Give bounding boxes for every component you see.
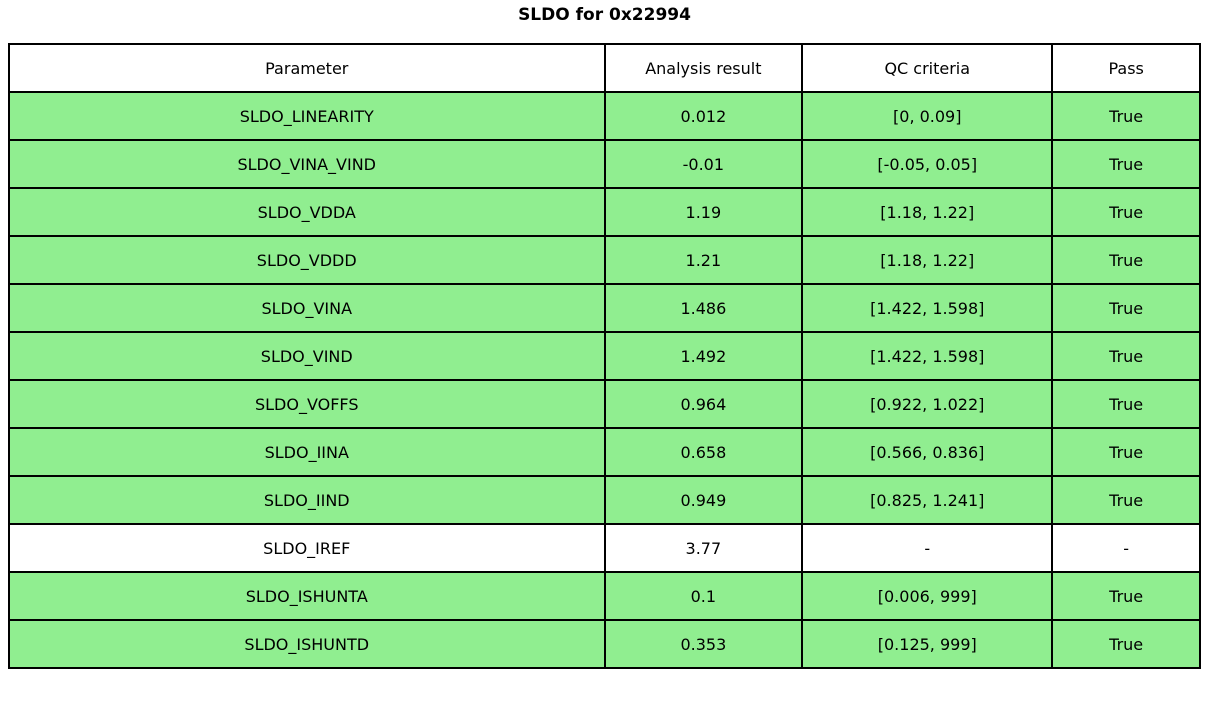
cell-pass: True xyxy=(1051,331,1201,381)
cell-pass: True xyxy=(1051,475,1201,525)
table-row: SLDO_ISHUNTD 0.353 [0.125, 999] True xyxy=(8,619,1201,669)
cell-pass: True xyxy=(1051,571,1201,621)
cell-pass: True xyxy=(1051,427,1201,477)
cell-qc-criteria: [1.422, 1.598] xyxy=(801,331,1054,381)
table-row: SLDO_VDDA 1.19 [1.18, 1.22] True xyxy=(8,187,1201,237)
column-header-parameter: Parameter xyxy=(8,43,606,93)
cell-parameter: SLDO_LINEARITY xyxy=(8,91,606,141)
cell-analysis-result: 0.964 xyxy=(603,379,804,429)
cell-parameter: SLDO_VINA_VIND xyxy=(8,139,606,189)
cell-qc-criteria: - xyxy=(801,523,1054,573)
table-row: SLDO_IREF 3.77 - - xyxy=(8,523,1201,573)
table-body: SLDO_LINEARITY 0.012 [0, 0.09] True SLDO… xyxy=(8,91,1201,669)
cell-parameter: SLDO_IIND xyxy=(8,475,606,525)
table-row: SLDO_IINA 0.658 [0.566, 0.836] True xyxy=(8,427,1201,477)
cell-analysis-result: 0.1 xyxy=(603,571,804,621)
cell-parameter: SLDO_VIND xyxy=(8,331,606,381)
cell-parameter: SLDO_VDDA xyxy=(8,187,606,237)
cell-qc-criteria: [1.18, 1.22] xyxy=(801,187,1054,237)
cell-pass: True xyxy=(1051,187,1201,237)
table-row: SLDO_VINA 1.486 [1.422, 1.598] True xyxy=(8,283,1201,333)
cell-analysis-result: 0.949 xyxy=(603,475,804,525)
cell-analysis-result: 0.353 xyxy=(603,619,804,669)
cell-pass: - xyxy=(1051,523,1201,573)
table-row: SLDO_LINEARITY 0.012 [0, 0.09] True xyxy=(8,91,1201,141)
cell-parameter: SLDO_IINA xyxy=(8,427,606,477)
cell-parameter: SLDO_IREF xyxy=(8,523,606,573)
cell-parameter: SLDO_VDDD xyxy=(8,235,606,285)
cell-analysis-result: 0.012 xyxy=(603,91,804,141)
cell-qc-criteria: [0.566, 0.836] xyxy=(801,427,1054,477)
column-header-qc-criteria: QC criteria xyxy=(801,43,1054,93)
cell-pass: True xyxy=(1051,91,1201,141)
cell-parameter: SLDO_ISHUNTD xyxy=(8,619,606,669)
qc-results-table: Parameter Analysis result QC criteria Pa… xyxy=(8,43,1201,669)
cell-qc-criteria: [0.825, 1.241] xyxy=(801,475,1054,525)
cell-analysis-result: 1.492 xyxy=(603,331,804,381)
cell-analysis-result: -0.01 xyxy=(603,139,804,189)
table-row: SLDO_VOFFS 0.964 [0.922, 1.022] True xyxy=(8,379,1201,429)
table-row: SLDO_VINA_VIND -0.01 [-0.05, 0.05] True xyxy=(8,139,1201,189)
column-header-analysis-result: Analysis result xyxy=(603,43,804,93)
cell-analysis-result: 3.77 xyxy=(603,523,804,573)
cell-analysis-result: 1.19 xyxy=(603,187,804,237)
cell-qc-criteria: [-0.05, 0.05] xyxy=(801,139,1054,189)
cell-qc-criteria: [0, 0.09] xyxy=(801,91,1054,141)
cell-pass: True xyxy=(1051,283,1201,333)
cell-qc-criteria: [0.922, 1.022] xyxy=(801,379,1054,429)
cell-analysis-result: 1.486 xyxy=(603,283,804,333)
table-row: SLDO_VIND 1.492 [1.422, 1.598] True xyxy=(8,331,1201,381)
cell-pass: True xyxy=(1051,235,1201,285)
cell-qc-criteria: [1.422, 1.598] xyxy=(801,283,1054,333)
cell-parameter: SLDO_VOFFS xyxy=(8,379,606,429)
table-row: SLDO_VDDD 1.21 [1.18, 1.22] True xyxy=(8,235,1201,285)
cell-analysis-result: 1.21 xyxy=(603,235,804,285)
cell-parameter: SLDO_ISHUNTA xyxy=(8,571,606,621)
cell-analysis-result: 0.658 xyxy=(603,427,804,477)
cell-qc-criteria: [0.006, 999] xyxy=(801,571,1054,621)
cell-pass: True xyxy=(1051,139,1201,189)
cell-pass: True xyxy=(1051,619,1201,669)
column-header-pass: Pass xyxy=(1051,43,1201,93)
cell-pass: True xyxy=(1051,379,1201,429)
cell-qc-criteria: [1.18, 1.22] xyxy=(801,235,1054,285)
table-row: SLDO_IIND 0.949 [0.825, 1.241] True xyxy=(8,475,1201,525)
cell-qc-criteria: [0.125, 999] xyxy=(801,619,1054,669)
table-row: SLDO_ISHUNTA 0.1 [0.006, 999] True xyxy=(8,571,1201,621)
table-header-row: Parameter Analysis result QC criteria Pa… xyxy=(8,43,1201,93)
cell-parameter: SLDO_VINA xyxy=(8,283,606,333)
chart-title: SLDO for 0x22994 xyxy=(518,5,691,25)
